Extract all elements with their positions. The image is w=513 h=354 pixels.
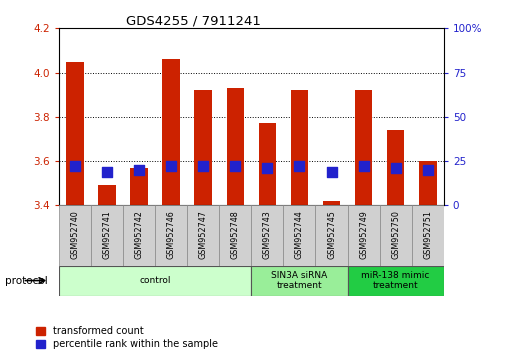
Point — [231, 164, 240, 169]
Point — [167, 164, 175, 169]
Bar — [387, 130, 404, 205]
Point — [199, 164, 207, 169]
Text: SIN3A siRNA
treatment: SIN3A siRNA treatment — [271, 271, 328, 290]
Bar — [220, 205, 251, 266]
Bar — [59, 266, 251, 296]
Text: GSM952744: GSM952744 — [295, 210, 304, 258]
Bar — [227, 88, 244, 205]
Point — [263, 165, 271, 171]
Text: GSM952746: GSM952746 — [167, 210, 176, 258]
Text: GSM952742: GSM952742 — [134, 210, 144, 259]
Point — [391, 165, 400, 171]
Point — [360, 164, 368, 169]
Text: miR-138 mimic
treatment: miR-138 mimic treatment — [362, 271, 430, 290]
Text: protocol: protocol — [5, 275, 48, 286]
Point — [135, 167, 143, 173]
Legend: transformed count, percentile rank within the sample: transformed count, percentile rank withi… — [35, 326, 218, 349]
Text: GSM952740: GSM952740 — [70, 210, 80, 258]
Point — [327, 169, 336, 175]
Point — [295, 164, 304, 169]
Text: GSM952751: GSM952751 — [423, 210, 432, 259]
Bar — [251, 266, 348, 296]
Bar — [66, 62, 84, 205]
Text: control: control — [140, 276, 171, 285]
Text: GSM952745: GSM952745 — [327, 210, 336, 259]
Bar — [355, 90, 372, 205]
Bar — [123, 205, 155, 266]
Bar — [251, 205, 283, 266]
Bar — [315, 205, 348, 266]
Bar — [130, 168, 148, 205]
Point — [424, 167, 432, 173]
Bar — [323, 201, 340, 205]
Bar — [348, 266, 444, 296]
Bar — [155, 205, 187, 266]
Point — [71, 164, 79, 169]
Bar — [91, 205, 123, 266]
Bar — [380, 205, 411, 266]
Bar — [98, 185, 116, 205]
Bar — [163, 59, 180, 205]
Text: GSM952748: GSM952748 — [231, 210, 240, 258]
Bar — [194, 90, 212, 205]
Bar — [259, 124, 276, 205]
Bar — [411, 205, 444, 266]
Bar — [187, 205, 220, 266]
Text: GSM952741: GSM952741 — [103, 210, 112, 258]
Text: GSM952749: GSM952749 — [359, 210, 368, 259]
Text: GSM952743: GSM952743 — [263, 210, 272, 258]
Text: GSM952750: GSM952750 — [391, 210, 400, 259]
Bar — [291, 90, 308, 205]
Bar — [283, 205, 315, 266]
Bar — [419, 161, 437, 205]
Bar — [348, 205, 380, 266]
Text: GDS4255 / 7911241: GDS4255 / 7911241 — [126, 14, 261, 27]
Point — [103, 169, 111, 175]
Bar — [59, 205, 91, 266]
Text: GSM952747: GSM952747 — [199, 210, 208, 259]
